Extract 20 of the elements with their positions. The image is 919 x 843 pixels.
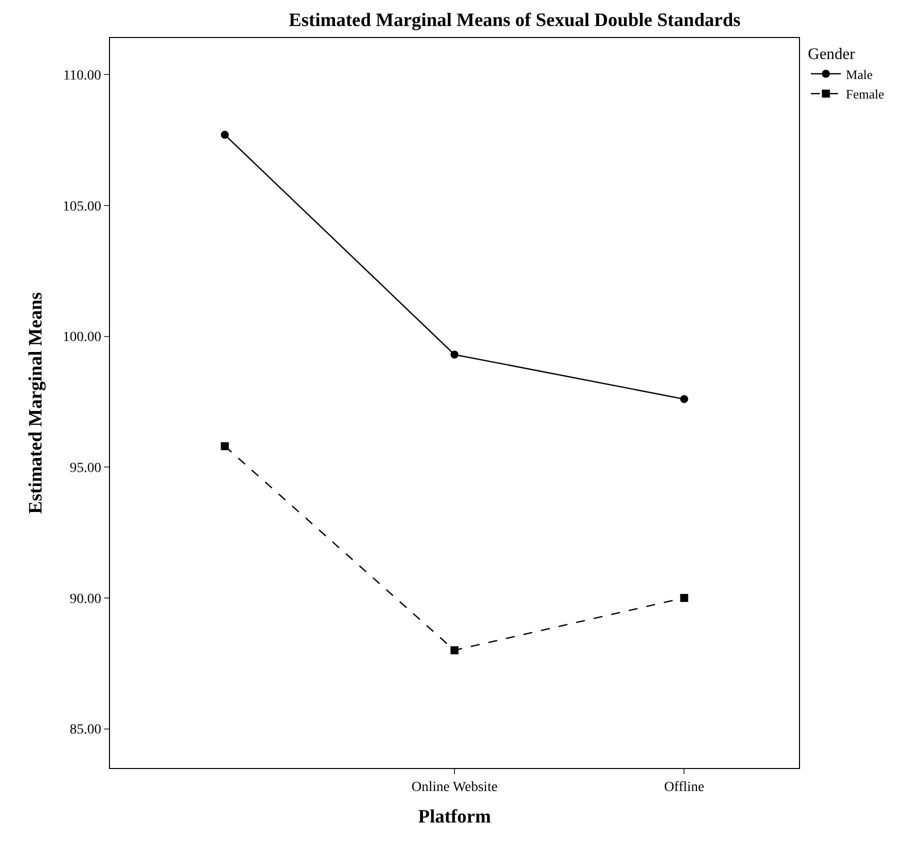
y-tick-label: 105.00	[62, 199, 102, 214]
x-tick-label: Online Website	[411, 780, 498, 795]
legend-label: Female	[846, 86, 884, 102]
y-tick-label: 95.00	[70, 461, 102, 476]
point	[680, 395, 688, 404]
legend-label: Male	[846, 66, 873, 82]
point	[680, 594, 688, 602]
y-tick-label: 100.00	[62, 330, 102, 346]
point	[220, 442, 229, 450]
y-tick-label: 110.00	[63, 68, 102, 84]
x-axis-title: Platform	[418, 806, 492, 828]
legend-title: Gender	[808, 46, 856, 63]
x-tick-label: Offline	[664, 780, 704, 795]
point	[450, 350, 458, 359]
y-tick-label: 90.00	[70, 592, 102, 607]
point	[450, 646, 458, 654]
chart-title: Estimated Marginal Means of Sexual Double Standards	[288, 10, 741, 31]
point	[220, 130, 229, 139]
y-axis-title: Estimated Marginal Means	[26, 292, 47, 514]
y-tick-label: 85.00	[70, 722, 102, 738]
